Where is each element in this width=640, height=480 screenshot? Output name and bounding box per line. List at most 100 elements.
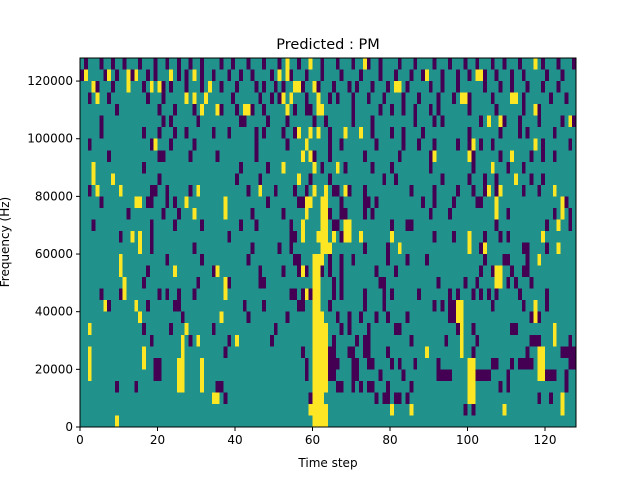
heatmap-cell-low [347, 184, 352, 197]
heatmap-cell-low [541, 81, 545, 93]
y-tick-label: 120000 [27, 74, 73, 88]
heatmap-cell-low [335, 219, 340, 231]
heatmap-cell-high [320, 380, 325, 393]
heatmap-cell-high [537, 369, 542, 381]
heatmap-cell-low [149, 242, 154, 255]
heatmap-cell-low [517, 58, 522, 70]
heatmap-cell-low [564, 92, 569, 105]
heatmap-cell-high [533, 311, 538, 324]
heatmap-cell-low [227, 230, 232, 243]
heatmap-cell-low [545, 69, 549, 82]
heatmap-cell-low [436, 369, 441, 381]
heatmap-cell-low [409, 334, 414, 347]
heatmap-cell-high [297, 173, 301, 185]
heatmap-cell-low [444, 369, 449, 381]
heatmap-cell-low [262, 300, 266, 312]
heatmap-cell-low [285, 138, 290, 151]
heatmap-cell-low [161, 115, 166, 128]
heatmap-cell-high [192, 207, 197, 220]
heatmap-cell-high [87, 369, 92, 381]
heatmap-cell-high [223, 277, 228, 289]
heatmap-cell-low [432, 196, 437, 208]
heatmap-cell-high [316, 104, 321, 116]
heatmap-cell-high [308, 403, 313, 416]
heatmap-cell-low [548, 369, 553, 381]
heatmap-cell-low [142, 323, 146, 335]
heatmap-cell-low [370, 380, 375, 393]
heatmap-cell-high [215, 265, 220, 278]
heatmap-cell-low [417, 138, 421, 151]
heatmap-cell-low [560, 69, 565, 82]
heatmap-cell-low [262, 127, 266, 139]
heatmap-cell-high [281, 161, 286, 174]
heatmap-cell-high [541, 357, 545, 370]
heatmap-cell-low [537, 184, 542, 197]
heatmap-cell-high [316, 300, 321, 312]
heatmap-cell-high [498, 184, 503, 197]
heatmap-cell-high [316, 323, 321, 335]
heatmap-cell-low [393, 265, 398, 278]
heatmap-cell-low [173, 219, 177, 231]
heatmap-cell-low [192, 288, 197, 301]
heatmap-cell-high [316, 346, 321, 358]
heatmap-cell-low [355, 369, 359, 381]
heatmap-cell-low [293, 254, 297, 266]
heatmap-cell-low [347, 346, 352, 358]
heatmap-cell-high [308, 58, 313, 70]
heatmap-cell-low [382, 277, 387, 289]
heatmap-cell-low [351, 346, 356, 358]
heatmap-cell-high [297, 81, 301, 93]
heatmap-cell-low [545, 288, 549, 301]
heatmap-cell-low [417, 92, 421, 105]
heatmap-cell-low [149, 184, 154, 197]
heatmap-cell-low [308, 173, 313, 185]
heatmap-cell-high [424, 346, 429, 358]
heatmap-cell-high [312, 334, 317, 347]
heatmap-cell-low [176, 58, 181, 70]
heatmap-cell-low [390, 127, 394, 139]
heatmap-cell-low [347, 311, 352, 324]
heatmap-cell-high [316, 254, 321, 266]
heatmap-cell-high [114, 415, 119, 427]
heatmap-cell-low [227, 277, 232, 289]
heatmap-cell-low [157, 357, 162, 370]
heatmap-cell-low [142, 127, 146, 139]
heatmap-cell-low [537, 311, 542, 324]
heatmap-cell-low [362, 346, 367, 358]
heatmap-cell-low [409, 184, 414, 197]
heatmap-cell-low [452, 311, 456, 324]
heatmap-cell-low [266, 115, 270, 128]
heatmap-cell-high [486, 184, 491, 197]
heatmap-cell-low [304, 184, 309, 197]
heatmap-cell-high [316, 92, 321, 105]
heatmap-cell-low [490, 300, 495, 312]
heatmap-cell-low [142, 81, 146, 93]
heatmap-cell-low [300, 346, 305, 358]
heatmap-cell-high [312, 403, 317, 416]
heatmap-cell-high [320, 346, 325, 358]
y-tick-label: 0 [65, 420, 73, 434]
heatmap-cell-low [242, 300, 247, 312]
heatmap-cell-low [409, 69, 414, 82]
heatmap-cell-high [312, 380, 317, 393]
heatmap-cell-high [552, 334, 557, 347]
heatmap-cell-low [145, 92, 150, 105]
heatmap-cell-low [428, 207, 433, 220]
heatmap-cell-low [343, 207, 348, 220]
heatmap-cell-low [448, 369, 452, 381]
heatmap-cell-low [320, 265, 325, 278]
heatmap-cell-high [142, 346, 146, 358]
heatmap-cell-low [432, 300, 437, 312]
heatmap-cell-low [289, 288, 294, 301]
heatmap-cell-low [525, 265, 530, 278]
plot-frame [79, 57, 577, 428]
heatmap-cell-low [165, 196, 170, 208]
heatmap-cell-low [343, 161, 348, 174]
heatmap-cell-high [184, 92, 189, 105]
heatmap-cell-high [91, 161, 96, 174]
heatmap-cell-high [324, 346, 328, 358]
heatmap-cell-high [176, 380, 181, 393]
heatmap-cell-high [320, 334, 325, 347]
heatmap-cell-low [556, 58, 561, 70]
heatmap-cell-low [479, 115, 483, 128]
